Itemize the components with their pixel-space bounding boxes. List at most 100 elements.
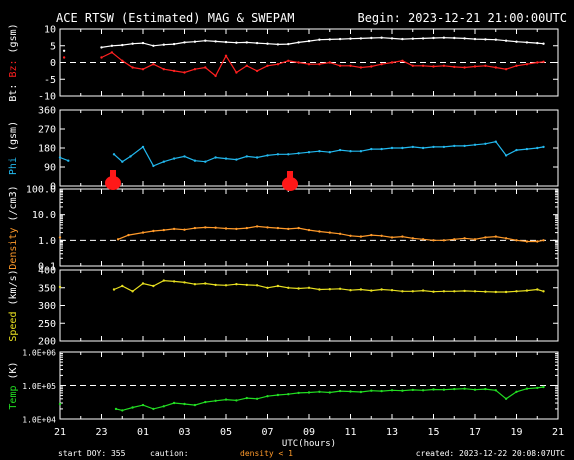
data-point bbox=[58, 285, 62, 289]
data-point bbox=[276, 226, 280, 230]
data-point bbox=[297, 152, 300, 155]
speed-ylabel-part: (km/s) bbox=[8, 269, 19, 311]
caution-label: caution: bbox=[150, 449, 189, 458]
data-point bbox=[245, 155, 248, 158]
x-tick-label: 19 bbox=[510, 427, 522, 438]
data-point bbox=[183, 281, 186, 284]
temp-ytick-label: 1.0E+06 bbox=[22, 349, 56, 358]
data-point bbox=[442, 36, 446, 39]
data-point bbox=[287, 227, 290, 231]
data-point bbox=[328, 288, 331, 291]
data-point bbox=[390, 146, 394, 150]
data-point bbox=[318, 150, 321, 153]
data-point bbox=[204, 400, 207, 404]
x-tick-label: 13 bbox=[386, 427, 398, 438]
data-point bbox=[276, 284, 280, 288]
density-frame bbox=[59, 188, 559, 267]
data-point bbox=[266, 395, 269, 398]
data-point bbox=[411, 237, 414, 240]
data-point bbox=[338, 148, 342, 152]
data-point bbox=[515, 239, 518, 242]
data-point bbox=[276, 62, 280, 66]
speed-ytick-label: 300 bbox=[38, 301, 56, 312]
density-ytick-label: 0.1 bbox=[38, 262, 56, 273]
data-point bbox=[494, 389, 497, 392]
data-point bbox=[542, 290, 545, 293]
data-point bbox=[515, 390, 518, 393]
data-point bbox=[141, 41, 145, 45]
data-point bbox=[504, 68, 508, 71]
data-point bbox=[193, 159, 197, 162]
data-point bbox=[235, 41, 238, 44]
data-point bbox=[370, 233, 373, 237]
data-point bbox=[453, 36, 456, 40]
data-point bbox=[172, 227, 176, 231]
data-point bbox=[453, 65, 456, 69]
data-point bbox=[536, 386, 539, 390]
data-point bbox=[100, 56, 103, 59]
x-tick-label: 05 bbox=[220, 427, 232, 438]
data-point bbox=[380, 389, 383, 393]
data-point bbox=[183, 71, 186, 74]
data-point bbox=[255, 41, 259, 45]
data-point bbox=[276, 153, 280, 156]
data-point bbox=[432, 290, 435, 293]
data-point bbox=[245, 64, 248, 68]
data-point bbox=[525, 62, 529, 66]
data-point bbox=[442, 290, 446, 293]
data-point bbox=[129, 155, 132, 158]
mag-ytick-label: 10 bbox=[44, 25, 56, 36]
mag-ytick-label: -5 bbox=[44, 75, 56, 86]
data-point bbox=[370, 147, 373, 151]
density-panel: 100.0 10.0 1.0 0.1 Density (/cm3) bbox=[8, 185, 559, 273]
phi-ylabel-part: Phi bbox=[8, 157, 19, 175]
data-point bbox=[494, 140, 497, 143]
phi-panel: 360 270 180 90 0 Phi (gsm) bbox=[8, 106, 559, 193]
data-point bbox=[542, 239, 545, 242]
data-point bbox=[370, 289, 373, 292]
data-point bbox=[287, 393, 290, 396]
data-point bbox=[349, 150, 352, 153]
data-point bbox=[473, 143, 477, 146]
data-point bbox=[110, 44, 114, 47]
temp-ytick-label: 1.0E+04 bbox=[22, 416, 56, 425]
data-point bbox=[318, 62, 321, 66]
data-point bbox=[162, 405, 165, 408]
data-point bbox=[266, 154, 269, 157]
data-point bbox=[515, 40, 518, 43]
data-point bbox=[172, 401, 176, 405]
data-point bbox=[172, 280, 176, 283]
mag-ytick-label: 5 bbox=[50, 41, 56, 52]
speed-ylabel: Speed (km/s) bbox=[8, 269, 19, 341]
data-point bbox=[504, 39, 508, 42]
data-point bbox=[121, 284, 124, 288]
data-point bbox=[193, 226, 197, 230]
data-point bbox=[152, 407, 155, 411]
data-point bbox=[401, 290, 404, 293]
data-point bbox=[463, 66, 466, 69]
data-point bbox=[370, 36, 373, 40]
data-point bbox=[235, 158, 238, 161]
begin-time: Begin: 2023-12-21 21:00:00UTC bbox=[357, 11, 567, 25]
data-point bbox=[515, 64, 518, 68]
data-point bbox=[359, 288, 363, 291]
data-point bbox=[255, 225, 259, 228]
data-point bbox=[193, 68, 197, 71]
x-tick-label: 23 bbox=[95, 427, 107, 438]
series-bt bbox=[62, 36, 545, 52]
data-point bbox=[141, 231, 145, 234]
data-point bbox=[525, 387, 529, 390]
data-point bbox=[162, 68, 165, 71]
data-point bbox=[338, 287, 342, 290]
data-point bbox=[121, 59, 124, 62]
event-markers bbox=[105, 170, 298, 191]
speed-ylabel-part: Speed bbox=[8, 312, 19, 342]
phi-ytick-label: 360 bbox=[38, 106, 56, 117]
data-point bbox=[349, 390, 352, 393]
data-point bbox=[121, 409, 124, 412]
data-point bbox=[276, 43, 280, 46]
data-point bbox=[349, 64, 352, 68]
data-point bbox=[245, 41, 248, 44]
data-point bbox=[453, 387, 456, 391]
